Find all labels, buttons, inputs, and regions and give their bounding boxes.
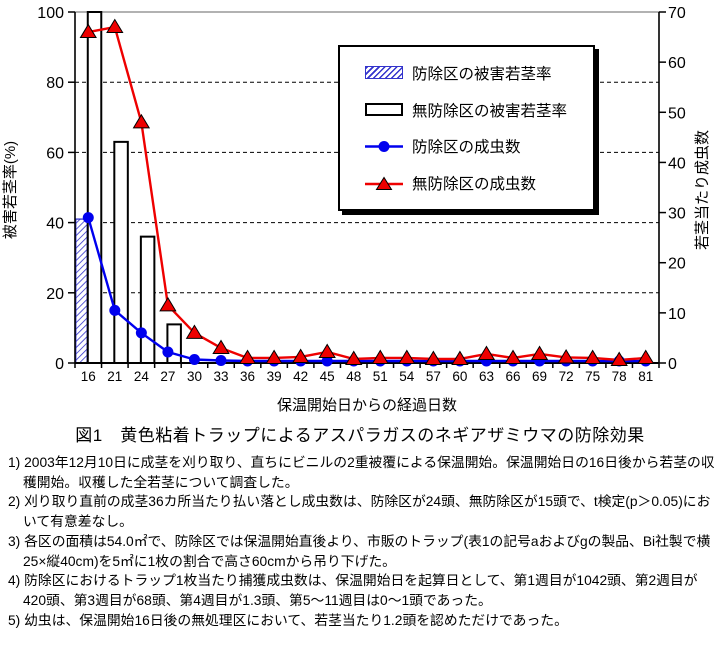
control-adults-marker: [109, 304, 121, 316]
x-axis-tick-label: 60: [452, 369, 467, 384]
control-adults-line: [87, 217, 646, 363]
x-axis-tick-label: 45: [320, 369, 335, 384]
x-axis-tick-label: 81: [638, 369, 653, 384]
untreated-adults-marker: [557, 349, 575, 364]
left-axis-tick-label: 40: [46, 216, 64, 233]
x-axis-tick-label: 24: [134, 369, 150, 384]
figure-caption: 図1 黄色粘着トラップによるアスパラガスのネギアザミウマの防除効果: [75, 426, 645, 445]
x-axis-tick-label: 57: [426, 369, 441, 384]
untreated-adults-marker: [504, 349, 522, 364]
right-axis-tick-label: 40: [668, 155, 686, 172]
x-axis-tick-label: 51: [373, 369, 388, 384]
untreated-adults-marker: [637, 349, 655, 364]
bar-untreated-damage: [86, 11, 103, 364]
untreated-adults-line: [88, 25, 646, 362]
untreated-adults-marker: [212, 339, 230, 354]
chart-legend: 防除区の被害若茎率 無防除区の被害若茎率 防除区の成虫数 無防除区の成虫数: [338, 45, 595, 211]
right-axis-tick-label: 70: [668, 5, 686, 22]
x-axis-tick-label: 54: [399, 369, 415, 384]
x-axis-tick-label: 33: [213, 369, 228, 384]
legend-label: 防除区の成虫数: [412, 139, 521, 157]
control-adults-marker: [321, 355, 333, 367]
x-axis-tick-label: 48: [346, 369, 361, 384]
legend-label: 無防除区の成虫数: [412, 176, 537, 194]
red-line-triangle-swatch-icon: [365, 176, 403, 190]
legend-label: 無防除区の被害若茎率: [412, 102, 568, 120]
right-axis-tick-label: 20: [668, 256, 686, 273]
legend-item-untreated-damage: 無防除区の被害若茎率: [365, 99, 593, 121]
x-axis-tick-label: 78: [612, 369, 627, 384]
untreated-adults-marker: [451, 350, 469, 365]
x-axis-tick-label: 36: [240, 369, 255, 384]
right-axis-title: 若茎当たり成虫数: [694, 130, 711, 250]
x-axis-tick-label: 30: [187, 369, 202, 384]
footnote: 1) 2003年12月10日に成茎を刈り取り、直ちにビニルの2重被覆による保温開…: [8, 455, 715, 490]
left-axis-tick-label: 100: [37, 5, 64, 22]
x-axis-tick-label: 66: [505, 369, 520, 384]
untreated-adults-marker: [610, 351, 628, 366]
control-adults-marker: [215, 354, 227, 366]
untreated-adults-marker: [132, 113, 151, 129]
footnote: 3) 各区の面積は54.0㎡で、防除区では保温開始直後より、市販のトラップ(表1…: [8, 533, 711, 569]
x-axis-tick-label: 75: [585, 369, 600, 384]
untreated-adults-marker: [424, 350, 443, 365]
untreated-adults-marker: [159, 296, 177, 312]
x-axis-tick-label: 69: [532, 369, 547, 384]
footnote: 5) 幼虫は、保温開始16日後の無処理区において、若茎当たり1.2頭を認めただけ…: [8, 612, 568, 628]
untreated-adults-marker: [265, 349, 283, 364]
left-axis-tick-label: 0: [55, 356, 64, 373]
x-axis-tick-label: 42: [293, 369, 308, 384]
control-adults-marker: [188, 353, 200, 365]
legend-item-control-damage: 防除区の被害若茎率: [365, 62, 593, 84]
combo-chart: 0 20 40 60 80 100 0 10 20 30 40 50 60 70 16 21 24 27 30 33 3…: [2, 5, 711, 414]
x-axis-tick-label: 21: [107, 369, 122, 384]
left-axis-tick-label: 20: [46, 286, 64, 303]
control-adults-marker: [162, 346, 174, 358]
untreated-adults-marker: [398, 349, 416, 364]
bar-untreated-damage: [139, 235, 156, 364]
bar-control-damage: [75, 218, 88, 364]
right-axis-tick-label: 50: [668, 105, 686, 122]
untreated-adults-marker: [530, 345, 549, 360]
x-axis-tick-label: 27: [160, 369, 175, 384]
untreated-adults-marker: [477, 345, 496, 360]
chart-area: 0 20 40 60 80 100 0 10 20 30 40 50 60 70 16 21 24 27 30 33 3…: [2, 5, 711, 414]
untreated-adults-marker: [238, 349, 257, 364]
control-adults-marker: [82, 212, 94, 224]
right-axis-tick-label: 30: [668, 206, 686, 223]
blue-line-circle-swatch-icon: [365, 140, 403, 152]
control-adults-marker: [135, 327, 147, 339]
footnote: 4) 防除区におけるトラップ1枚当たり捕獲成虫数は、保温開始日を起算日として、第…: [8, 573, 698, 609]
right-axis-tick-label: 0: [668, 356, 677, 373]
untreated-adults-marker: [185, 324, 204, 339]
left-axis-tick-label: 60: [46, 145, 64, 162]
open-bar-swatch-icon: [365, 103, 403, 117]
x-axis-tick-label: 39: [267, 369, 282, 384]
legend-label: 防除区の被害若茎率: [412, 65, 552, 83]
untreated-adults-marker: [79, 23, 97, 39]
left-axis-tick-label: 80: [46, 75, 64, 92]
footnotes: 1) 2003年12月10日に成茎を刈り取り、直ちにビニルの2重被覆による保温開…: [8, 453, 716, 630]
x-axis-title: 保温開始日からの経過日数: [277, 397, 457, 414]
left-axis-title: 被害若茎率(%): [2, 141, 19, 239]
untreated-adults-marker: [291, 348, 310, 363]
untreated-adults-marker: [371, 349, 389, 364]
right-axis-tick-label: 10: [668, 306, 686, 323]
footnote: 2) 刈り取り直前の成茎36カ所当たり払い落とし成虫数は、防除区が24頭、無防除…: [8, 494, 711, 530]
x-axis-tick-label: 16: [81, 369, 96, 384]
untreated-adults-marker: [583, 349, 602, 364]
right-axis-tick-label: 60: [668, 55, 686, 72]
x-axis-tick-label: 72: [559, 369, 574, 384]
legend-item-control-adults: 防除区の成虫数: [365, 135, 593, 157]
bar-untreated-damage: [113, 140, 129, 364]
hatched-bar-swatch-icon: [365, 66, 403, 80]
legend-item-untreated-adults: 無防除区の成虫数: [365, 172, 593, 194]
untreated-adults-marker: [345, 350, 363, 365]
x-axis-tick-label: 63: [479, 369, 494, 384]
untreated-adults-marker: [106, 18, 124, 34]
untreated-adults-marker: [318, 343, 336, 358]
